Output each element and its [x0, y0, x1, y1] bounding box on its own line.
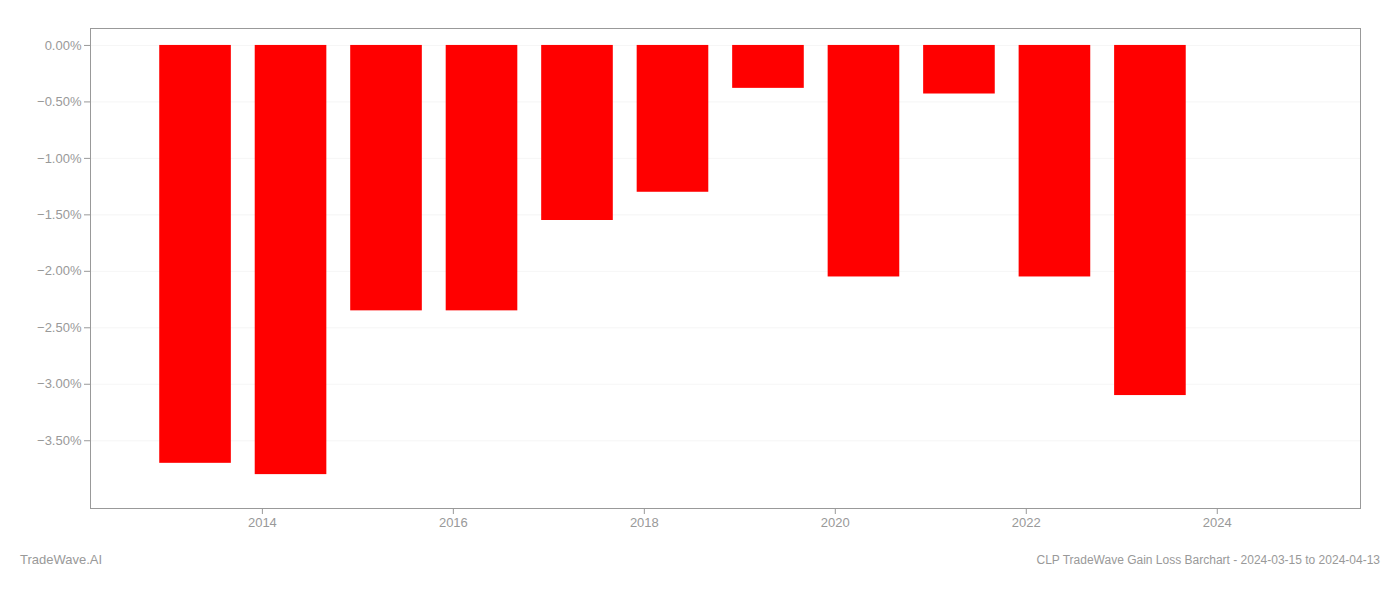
svg-text:−0.50%: −0.50%	[37, 94, 82, 109]
svg-text:2024: 2024	[1203, 515, 1232, 530]
html-text:TradeWave.AI: TradeWave.AI	[20, 552, 103, 567]
svg-text:−3.50%: −3.50%	[37, 433, 82, 448]
svg-text:−2.00%: −2.00%	[37, 263, 82, 278]
svg-text:−2.50%: −2.50%	[37, 320, 82, 335]
svg-text:2018: 2018	[630, 515, 659, 530]
svg-text:2016: 2016	[439, 515, 468, 530]
svg-text:−1.00%: −1.00%	[37, 151, 82, 166]
svg-text:2020: 2020	[821, 515, 850, 530]
svg-text:0.00%: 0.00%	[45, 38, 82, 53]
svg-text:−1.50%: −1.50%	[37, 207, 82, 222]
svg-text:2022: 2022	[1012, 515, 1041, 530]
svg-text:2014: 2014	[248, 515, 277, 530]
svg-text:−3.00%: −3.00%	[37, 376, 82, 391]
html-text:CLP TradeWave Gain Loss Barcha: CLP TradeWave Gain Loss Barchart - 2024-…	[1036, 553, 1380, 567]
